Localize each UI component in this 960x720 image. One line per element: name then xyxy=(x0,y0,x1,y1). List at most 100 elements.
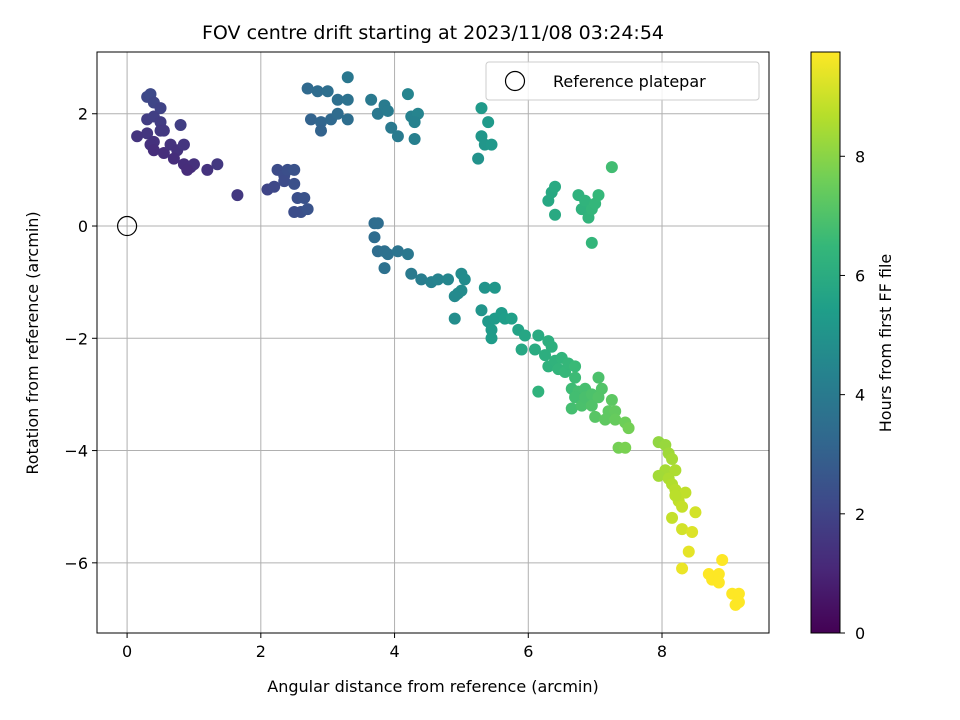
data-point xyxy=(147,144,160,157)
data-point xyxy=(298,191,311,204)
data-point xyxy=(686,525,699,538)
data-point xyxy=(442,273,455,286)
data-point xyxy=(432,273,445,286)
data-point xyxy=(391,130,404,143)
data-point xyxy=(676,562,689,575)
data-point xyxy=(732,596,745,609)
data-point xyxy=(315,116,327,129)
y-tick-label: 2 xyxy=(78,105,88,124)
data-point xyxy=(589,410,602,423)
data-point xyxy=(211,158,224,171)
data-point xyxy=(365,93,378,106)
data-point xyxy=(201,163,214,176)
data-point xyxy=(371,107,384,120)
data-point xyxy=(278,175,291,188)
data-point xyxy=(475,304,488,317)
data-point xyxy=(609,405,622,418)
data-point xyxy=(304,113,317,126)
data-point xyxy=(712,576,725,589)
colorbar: 0 2 4 6 8 Hours from first FF file xyxy=(810,51,895,643)
data-point xyxy=(448,312,461,325)
data-point xyxy=(485,323,498,336)
data-point xyxy=(475,102,488,115)
data-points xyxy=(131,71,745,611)
x-tick-label: 8 xyxy=(657,642,667,661)
data-point xyxy=(666,452,679,465)
y-tick-label: −4 xyxy=(64,442,88,461)
data-point xyxy=(609,413,622,426)
x-tick-label: 0 xyxy=(122,642,132,661)
x-tick-label: 4 xyxy=(389,642,399,661)
data-point xyxy=(157,124,170,137)
data-point xyxy=(331,107,344,120)
data-point xyxy=(341,71,354,84)
data-point xyxy=(679,486,692,499)
legend-label-reference: Reference platepar xyxy=(553,72,706,91)
data-point xyxy=(565,402,578,415)
data-point xyxy=(401,88,414,101)
data-point xyxy=(585,236,598,249)
data-point xyxy=(592,189,605,202)
data-point xyxy=(408,133,421,146)
data-point xyxy=(371,217,384,230)
y-axis-label: Rotation from reference (arcmin) xyxy=(23,211,42,474)
data-point xyxy=(167,152,180,165)
data-point xyxy=(579,194,592,207)
data-point xyxy=(157,147,170,160)
data-point xyxy=(381,104,394,117)
legend-box xyxy=(485,61,760,101)
data-point xyxy=(288,163,301,176)
x-axis-label: Angular distance from reference (arcmin) xyxy=(267,677,598,696)
data-point xyxy=(341,113,354,126)
chart-title: FOV centre drift starting at 2023/11/08 … xyxy=(202,22,664,44)
data-point xyxy=(605,161,618,174)
reference-platepar-marker xyxy=(116,215,138,237)
data-point xyxy=(549,180,562,193)
data-point xyxy=(605,394,618,407)
data-point xyxy=(482,116,495,129)
data-point xyxy=(669,489,682,502)
legend-marker-reference xyxy=(504,70,526,92)
data-point xyxy=(599,413,612,426)
y-tick-label: 0 xyxy=(78,217,88,236)
colorbar-label: Hours from first FF file xyxy=(876,254,895,433)
data-point xyxy=(485,138,498,151)
data-point xyxy=(231,189,244,202)
data-point xyxy=(622,422,635,435)
colorbar-tick-label: 2 xyxy=(855,505,865,524)
data-point xyxy=(669,464,682,477)
y-tick-label: −6 xyxy=(64,554,88,573)
data-point xyxy=(408,116,421,129)
colorbar-ticks: 0 2 4 6 8 xyxy=(840,147,865,643)
data-point xyxy=(301,82,314,95)
data-point xyxy=(385,121,398,134)
data-point xyxy=(515,343,528,356)
colorbar-tick-label: 8 xyxy=(855,147,865,166)
data-point xyxy=(472,152,485,165)
data-point xyxy=(592,371,605,384)
data-point xyxy=(528,343,541,356)
data-point xyxy=(301,203,314,216)
data-point xyxy=(518,329,531,342)
data-point xyxy=(569,360,582,373)
data-point xyxy=(676,500,689,513)
plot-area-frame xyxy=(96,51,770,634)
data-point xyxy=(545,340,558,353)
data-point xyxy=(311,85,324,98)
data-point xyxy=(549,208,562,221)
colorbar-tick-label: 4 xyxy=(855,386,865,405)
data-point xyxy=(619,441,632,454)
data-point xyxy=(595,382,608,395)
data-point xyxy=(288,177,301,190)
data-point xyxy=(448,290,461,303)
data-point xyxy=(505,312,518,325)
data-point xyxy=(569,371,582,384)
data-point xyxy=(652,469,665,482)
data-point xyxy=(368,231,381,244)
legend: Reference platepar xyxy=(485,61,760,101)
data-point xyxy=(478,281,491,294)
colorbar-tick-label: 6 xyxy=(855,266,865,285)
data-point xyxy=(131,130,144,143)
data-point xyxy=(315,124,327,137)
